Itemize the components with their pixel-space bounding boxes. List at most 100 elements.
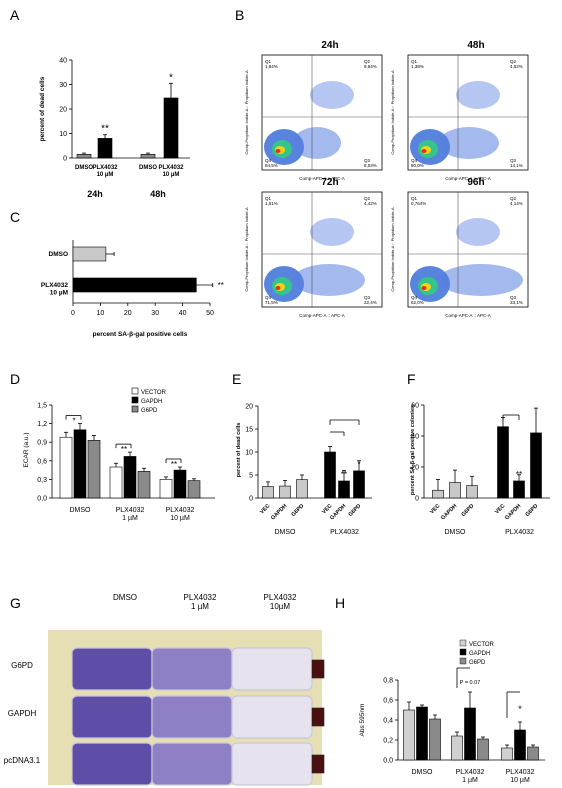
panel-F-group-label: DMSO [445, 529, 467, 536]
panel-B-population-q2 [456, 81, 500, 109]
panel-D-significance: * [72, 417, 75, 426]
panel-A-group-label: 24h [87, 189, 103, 199]
panel-C-xtick-label: 40 [179, 310, 187, 317]
panel-G-flask [71, 742, 153, 786]
panel-A-ytick-label: 10 [59, 131, 67, 138]
panel-D-group-label: DMSO [70, 507, 92, 514]
panel-F-bar [530, 432, 542, 499]
panel-F-bar [466, 485, 478, 499]
panel-G-flask [151, 695, 233, 739]
panel-A-group-label: 48h [150, 189, 166, 199]
panel-B-plot-title: 48h [467, 40, 484, 51]
panel-H-bar [527, 746, 539, 761]
panel-B-letter: B [235, 7, 244, 23]
panel-C-xlabel: percent SA-β-gal positive cells [93, 331, 188, 338]
panel-B-q4-value: 84,5% [265, 163, 278, 168]
panel-A-significance: ** [101, 124, 109, 135]
panel-B-xlabel: Comp-APC-A :: APC-A [445, 313, 491, 318]
panel-E-ylabel: percent of dead cells [236, 423, 242, 478]
panel-B-quadrant-label: Q1 [411, 196, 418, 201]
panel-H-group-label: DMSO [412, 769, 434, 776]
panel-G-letter: G [10, 595, 21, 611]
panel-B-q1-value: 1,38% [411, 64, 424, 69]
panel-H-bar [464, 707, 476, 761]
panel-B-population-q3 [439, 264, 523, 296]
panel-B-xlabel: Comp-APC-A :: APC-A [445, 176, 491, 181]
panel-B-ylabel: Comp-Propidium Iodide-A :: Propidium Iod… [244, 70, 249, 155]
panel-B-q4-value: 62,0% [411, 300, 424, 305]
panel-H-ytick-label: 0,0 [383, 758, 393, 765]
panel-B-q2-value: 4,42% [364, 201, 377, 206]
panel-B-quadrant-label: Q1 [411, 59, 418, 64]
panel-G-flask [71, 647, 153, 691]
panel-D-bar [137, 471, 151, 499]
panel-F-ylabel: percent SA-β-gal positive colonies [410, 405, 416, 495]
panel-D-legend-label: G6PD [141, 408, 158, 414]
panel-D-bar [173, 469, 187, 499]
panel-D-bar [187, 480, 201, 499]
panel-H-ytick-label: 0,6 [383, 698, 393, 705]
panel-B-population-q3 [293, 127, 341, 159]
panel-H-bar [429, 718, 441, 761]
panel-H-legend-label: G6PD [469, 660, 486, 666]
panel-E-bar-label: VEC [259, 503, 271, 515]
panel-G-flask [151, 742, 233, 786]
panel-F-bar [513, 480, 525, 499]
panel-H-bar [501, 747, 513, 761]
panel-B-population-q3 [439, 127, 499, 159]
panel-F-bar-label: G6PD [461, 503, 476, 518]
panel-C-xtick-label: 0 [71, 310, 75, 317]
panel-F-ytick-label: 20 [411, 465, 419, 472]
panel-B-quadrant-label: Q3 [364, 158, 371, 163]
panel-A-category-label: DMSO [75, 165, 93, 171]
panel-H-bar [514, 729, 526, 761]
panel-B-quadrant-label: Q2 [364, 59, 371, 64]
panel-B-population-peak [275, 286, 281, 290]
panel-E-ytick-label: 15 [245, 427, 253, 434]
panel-A-bar [140, 154, 156, 159]
panel-D-bar [109, 466, 123, 499]
panel-G-flask [151, 647, 233, 691]
panel-B-quadrant-label: Q4 [411, 295, 418, 300]
panel-H-ylabel: Abs 595nm [359, 704, 366, 737]
panel-A-bar [163, 97, 179, 159]
panel-F-bar-label: VEC [494, 503, 506, 515]
panel-B-q1-value: 1,84% [265, 64, 278, 69]
panel-G-flask-cap [311, 707, 325, 727]
panel-A-category-label: PLX4032 10 µM [92, 165, 118, 178]
panel-D-bar [159, 479, 173, 499]
panel-B-population-q2 [310, 81, 354, 109]
panel-A-significance: * [169, 72, 173, 83]
panel-F-group-label: PLX4032 [505, 529, 534, 536]
panel-H-legend-label: GAPDH [469, 651, 490, 657]
panel-D-bar [123, 456, 137, 499]
panel-A-ytick-label: 0 [63, 156, 67, 163]
panel-B-quadrant-label: Q3 [364, 295, 371, 300]
panel-B-plot-title: 24h [321, 40, 338, 51]
panel-C-category-label: PLX4032 10 µM [41, 282, 68, 296]
panel-F-bar [449, 482, 461, 499]
panel-B-q4-value: 71,5% [265, 300, 278, 305]
panel-B-ylabel: Comp-Propidium Iodide-A :: Propidium Iod… [244, 207, 249, 292]
panel-D-letter: D [10, 371, 20, 387]
panel-D-ytick-label: 1,5 [37, 403, 47, 410]
panel-B-q2-value: 9,64% [364, 64, 377, 69]
panel-G-flask [231, 695, 313, 739]
panel-B-population-peak [421, 286, 427, 290]
panel-B-plot-title: 72h [321, 177, 338, 188]
panel-A-category-label: DMSO [139, 165, 157, 171]
panel-F-ytick-label: 60 [411, 403, 419, 410]
panel-D-ytick-label: 1,2 [37, 421, 47, 428]
panel-B-quadrant-label: Q1 [265, 59, 272, 64]
panel-E-bar-label: G6PD [291, 503, 306, 518]
panel-A-ytick-label: 30 [59, 82, 67, 89]
panel-D-ytick-label: 0,0 [37, 496, 47, 503]
panel-C-significance: ** [218, 281, 224, 290]
panel-H-ytick-label: 0,2 [383, 738, 393, 745]
panel-E-group-label: DMSO [275, 529, 297, 536]
panel-B-q3-value: 8,03% [364, 163, 377, 168]
panel-H-group-label: PLX4032 10 µM [506, 769, 535, 784]
panel-B-population-peak [421, 149, 427, 153]
panel-G-row-label: GAPDH [8, 709, 37, 718]
